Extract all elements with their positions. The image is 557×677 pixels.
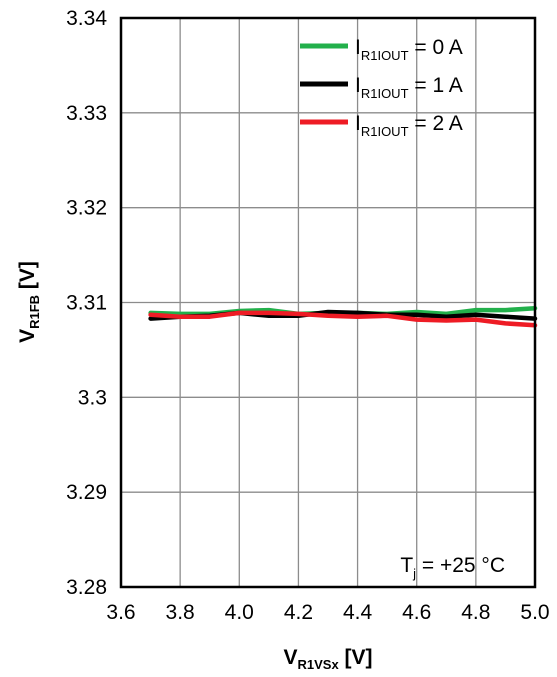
- grid: [120, 17, 536, 588]
- x-tick-label-1: 3.8: [166, 601, 195, 624]
- legend: IR1IOUT = 0 A IR1IOUT = 1 A IR1IOUT = 2 …: [300, 36, 463, 139]
- x-tick-label-3: 4.2: [284, 601, 313, 624]
- x-tick-label-5: 4.6: [402, 601, 431, 624]
- plot-frame: [119, 16, 537, 589]
- y-tick-label-3: 3.31: [66, 292, 107, 315]
- y-tick-label-5: 3.33: [66, 102, 107, 125]
- y-tick-label-1: 3.29: [66, 481, 107, 504]
- x-tick-label-6: 4.8: [461, 601, 490, 624]
- x-axis-title: VR1VSx [V]: [283, 646, 372, 672]
- y-tick-label-2: 3.3: [78, 386, 107, 409]
- series-lines: [148, 305, 538, 328]
- x-tick-label-4: 4.4: [343, 601, 373, 624]
- y-tick-label-0: 3.28: [66, 576, 107, 599]
- x-tick-label-2: 4.0: [225, 601, 254, 624]
- temperature-annotation: Tj = +25 °C: [400, 554, 505, 581]
- x-tick-label-7: 5.0: [520, 601, 549, 624]
- legend-label-0: IR1IOUT = 0 A: [355, 36, 463, 63]
- y-axis-title: VR1FB [V]: [16, 261, 42, 343]
- legend-label-1: IR1IOUT = 1 A: [355, 74, 463, 101]
- y-tick-label-4: 3.32: [66, 197, 107, 220]
- series-line-2: [148, 310, 538, 328]
- x-tick-labels: 3.6 3.8 4.0 4.2 4.4 4.6 4.8 5.0: [106, 601, 549, 624]
- x-tick-label-0: 3.6: [106, 601, 135, 624]
- y-tick-labels: 3.28 3.29 3.3 3.31 3.32 3.33 3.34: [66, 7, 107, 599]
- y-tick-label-6: 3.34: [66, 7, 107, 30]
- legend-label-2: IR1IOUT = 2 A: [355, 112, 463, 139]
